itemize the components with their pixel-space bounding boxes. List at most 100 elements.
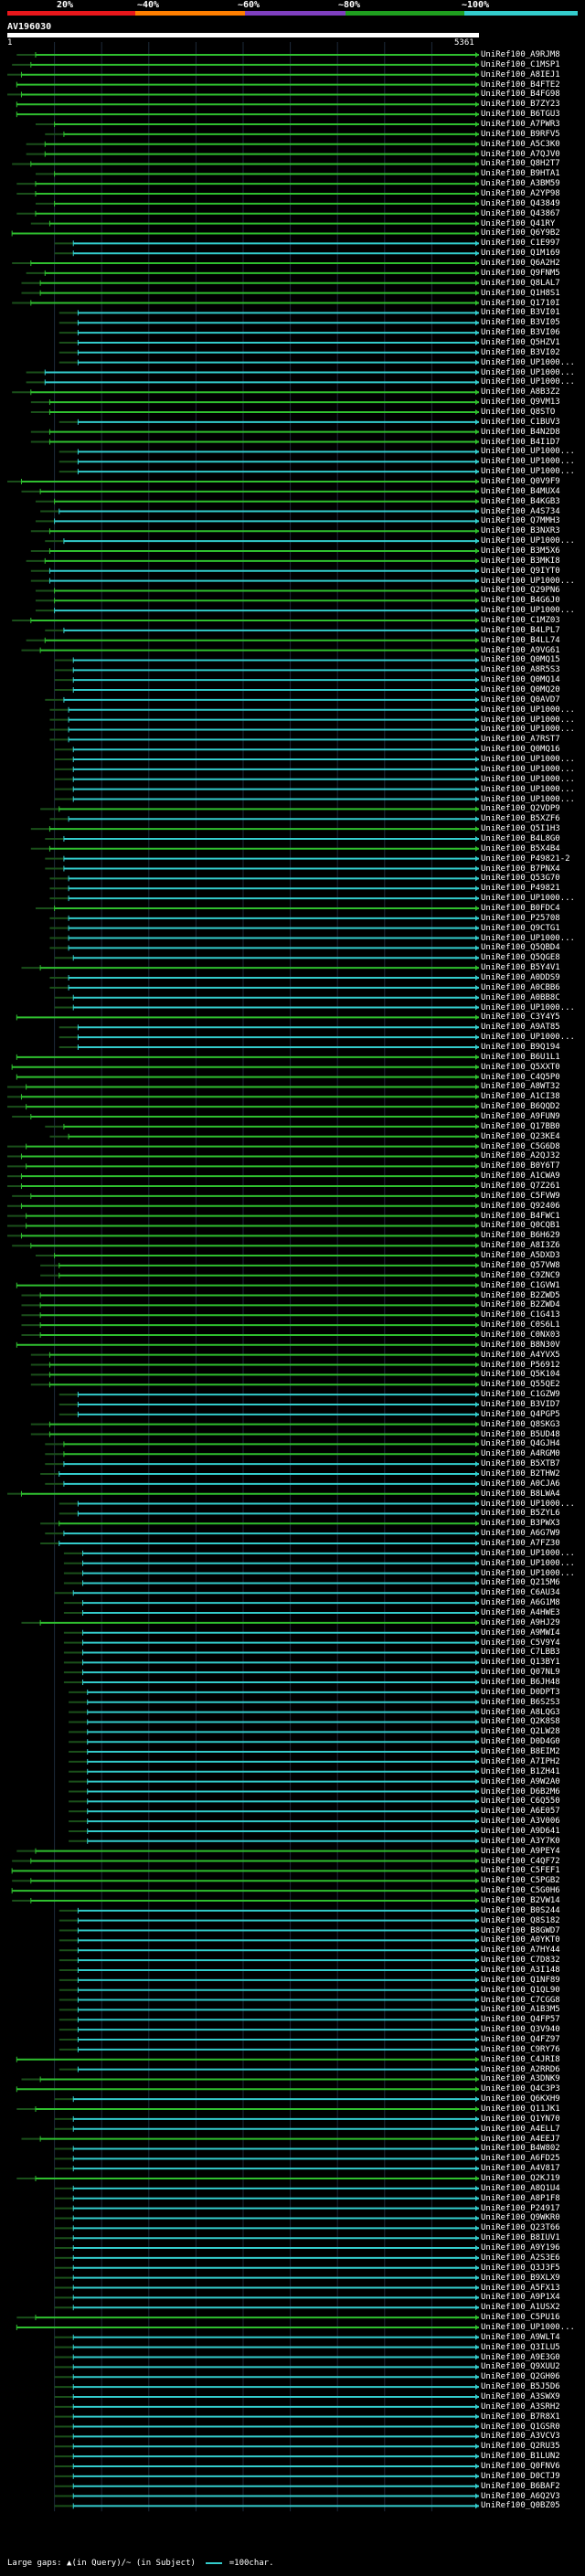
hit-label-link[interactable]: UniRef100_UP1000...: [481, 705, 575, 715]
hit-label-link[interactable]: UniRef100_C0NX03: [481, 1330, 560, 1340]
hit-label-link[interactable]: UniRef100_C5FEF1: [481, 1866, 560, 1876]
hit-label-link[interactable]: UniRef100_A8Q1U4: [481, 2183, 560, 2193]
hit-label-link[interactable]: UniRef100_A3BM59: [481, 179, 560, 189]
hit-label-link[interactable]: UniRef100_B6JH48: [481, 1678, 560, 1688]
hit-label-link[interactable]: UniRef100_Q57VW8: [481, 1260, 560, 1270]
hit-label-link[interactable]: UniRef100_Q0MQ20: [481, 685, 560, 695]
hit-label-link[interactable]: UniRef100_C5V9Y4: [481, 1638, 560, 1648]
hit-label-link[interactable]: UniRef100_UP1000...: [481, 1033, 575, 1043]
hit-label-link[interactable]: UniRef100_UP1000...: [481, 447, 575, 457]
hit-label-link[interactable]: UniRef100_A4HWE3: [481, 1608, 560, 1618]
hit-label-link[interactable]: UniRef100_B7R8X1: [481, 2412, 560, 2422]
hit-label-link[interactable]: UniRef100_A4V817: [481, 2164, 560, 2174]
hit-label-link[interactable]: UniRef100_Q92406: [481, 1201, 560, 1211]
hit-label-link[interactable]: UniRef100_Q13BY1: [481, 1658, 560, 1668]
hit-label-link[interactable]: UniRef100_A2S3E6: [481, 2253, 560, 2263]
hit-label-link[interactable]: UniRef100_A4S734: [481, 506, 560, 516]
hit-label-link[interactable]: UniRef100_D0DPT3: [481, 1687, 560, 1697]
hit-label-link[interactable]: UniRef100_A1B3M5: [481, 2005, 560, 2015]
hit-label-link[interactable]: UniRef100_A7RST7: [481, 735, 560, 745]
hit-label-link[interactable]: UniRef100_Q6KXH9: [481, 2094, 560, 2104]
hit-label-link[interactable]: UniRef100_B0FDC4: [481, 903, 560, 913]
hit-label-link[interactable]: UniRef100_Q3ILU5: [481, 2342, 560, 2352]
hit-label-link[interactable]: UniRef100_UP1000...: [481, 606, 575, 616]
hit-label-link[interactable]: UniRef100_A5C3K0: [481, 139, 560, 149]
hit-label-link[interactable]: UniRef100_A7IPH2: [481, 1756, 560, 1766]
hit-label-link[interactable]: UniRef100_A9E3G0: [481, 2352, 560, 2362]
hit-label-link[interactable]: UniRef100_P49821: [481, 884, 560, 894]
hit-label-link[interactable]: UniRef100_A7HY44: [481, 1945, 560, 1956]
hit-label-link[interactable]: UniRef100_C1MZ03: [481, 616, 560, 626]
hit-label-link[interactable]: UniRef100_B9XLX9: [481, 2273, 560, 2283]
hit-label-link[interactable]: UniRef100_B4W802: [481, 2144, 560, 2154]
hit-label-link[interactable]: UniRef100_B6BAF2: [481, 2481, 560, 2491]
hit-label-link[interactable]: UniRef100_Q5K104: [481, 1370, 560, 1380]
hit-label-link[interactable]: UniRef100_P56912: [481, 1360, 560, 1370]
hit-label-link[interactable]: UniRef100_B4FG98: [481, 90, 560, 100]
hit-label-link[interactable]: UniRef100_Q1QL90: [481, 1985, 560, 1995]
hit-label-link[interactable]: UniRef100_A3DNK9: [481, 2074, 560, 2084]
hit-label-link[interactable]: UniRef100_Q9FNM5: [481, 268, 560, 278]
hit-label-link[interactable]: UniRef100_A6E057: [481, 1807, 560, 1817]
hit-label-link[interactable]: UniRef100_Q7Z261: [481, 1182, 560, 1192]
hit-label-link[interactable]: UniRef100_B8LWA4: [481, 1489, 560, 1499]
hit-label-link[interactable]: UniRef100_Q1M169: [481, 249, 560, 259]
hit-label-link[interactable]: UniRef100_A0CBB6: [481, 982, 560, 992]
hit-label-link[interactable]: UniRef100_A9W2A0: [481, 1776, 560, 1786]
hit-label-link[interactable]: UniRef100_B2THW2: [481, 1468, 560, 1479]
hit-label-link[interactable]: UniRef100_UP1000...: [481, 1568, 575, 1578]
hit-label-link[interactable]: UniRef100_Q5QBD4: [481, 943, 560, 953]
hit-label-link[interactable]: UniRef100_B3NXR3: [481, 526, 560, 536]
hit-label-link[interactable]: UniRef100_B6U1L1: [481, 1052, 560, 1062]
hit-label-link[interactable]: UniRef100_Q55QE2: [481, 1380, 560, 1390]
hit-label-link[interactable]: UniRef100_Q0MQ16: [481, 745, 560, 755]
hit-label-link[interactable]: UniRef100_Q3J3F5: [481, 2263, 560, 2273]
hit-label-link[interactable]: UniRef100_A9D641: [481, 1826, 560, 1836]
hit-label-link[interactable]: UniRef100_P49821-2: [481, 853, 570, 864]
hit-label-link[interactable]: UniRef100_Q9CTG1: [481, 923, 560, 933]
hit-label-link[interactable]: UniRef100_B9HTA1: [481, 169, 560, 179]
hit-label-link[interactable]: UniRef100_A7QJV0: [481, 149, 560, 159]
hit-label-link[interactable]: UniRef100_B6QQD2: [481, 1102, 560, 1112]
hit-label-link[interactable]: UniRef100_B8EIM2: [481, 1747, 560, 1757]
hit-label-link[interactable]: UniRef100_C4JRI8: [481, 2054, 560, 2064]
hit-label-link[interactable]: UniRef100_P24917: [481, 2203, 560, 2213]
hit-label-link[interactable]: UniRef100_A0BB8C: [481, 992, 560, 1002]
hit-label-link[interactable]: UniRef100_UP1000...: [481, 725, 575, 735]
hit-label-link[interactable]: UniRef100_B9Q194: [481, 1043, 560, 1052]
hit-label-link[interactable]: UniRef100_C5G0H6: [481, 1886, 560, 1896]
hit-label-link[interactable]: UniRef100_A4EEJ7: [481, 2134, 560, 2144]
hit-label-link[interactable]: UniRef100_Q23T66: [481, 2223, 560, 2233]
hit-label-link[interactable]: UniRef100_UP1000...: [481, 1548, 575, 1558]
hit-label-link[interactable]: UniRef100_A4YVX5: [481, 1350, 560, 1360]
hit-label-link[interactable]: UniRef100_Q5QGE8: [481, 953, 560, 963]
hit-label-link[interactable]: UniRef100_C7D832: [481, 1956, 560, 1966]
hit-label-link[interactable]: UniRef100_B1LUN2: [481, 2452, 560, 2462]
hit-label-link[interactable]: UniRef100_Q23KE4: [481, 1131, 560, 1141]
hit-label-link[interactable]: UniRef100_A6FD25: [481, 2154, 560, 2164]
hit-label-link[interactable]: UniRef100_A9HJ29: [481, 1617, 560, 1627]
hit-label-link[interactable]: UniRef100_B0S244: [481, 1905, 560, 1915]
hit-label-link[interactable]: UniRef100_UP1000...: [481, 1558, 575, 1568]
hit-label-link[interactable]: UniRef100_B5XTB7: [481, 1459, 560, 1469]
hit-label-link[interactable]: UniRef100_B3PWX3: [481, 1519, 560, 1529]
hit-label-link[interactable]: UniRef100_Q43867: [481, 208, 560, 218]
hit-label-link[interactable]: UniRef100_Q1NF89: [481, 1975, 560, 1985]
hit-label-link[interactable]: UniRef100_C1E997: [481, 239, 560, 249]
hit-label-link[interactable]: UniRef100_UP1000...: [481, 764, 575, 774]
hit-label-link[interactable]: UniRef100_Q2VDP9: [481, 804, 560, 814]
hit-label-link[interactable]: UniRef100_A8I3Z6: [481, 1241, 560, 1251]
hit-label-link[interactable]: UniRef100_B3M5X6: [481, 546, 560, 556]
hit-label-link[interactable]: UniRef100_B3VI01: [481, 308, 560, 318]
hit-label-link[interactable]: UniRef100_A6G1M8: [481, 1598, 560, 1608]
hit-label-link[interactable]: UniRef100_B5Y4V1: [481, 963, 560, 973]
hit-label-link[interactable]: UniRef100_C4QF72: [481, 1856, 560, 1866]
hit-label-link[interactable]: UniRef100_A0CJA6: [481, 1479, 560, 1489]
hit-label-link[interactable]: UniRef100_C5G6D8: [481, 1141, 560, 1151]
hit-label-link[interactable]: UniRef100_Q5HZV1: [481, 337, 560, 347]
hit-label-link[interactable]: UniRef100_A0DDS9: [481, 972, 560, 982]
hit-label-link[interactable]: UniRef100_Q43849: [481, 198, 560, 208]
hit-label-link[interactable]: UniRef100_B5XZF6: [481, 814, 560, 824]
hit-label-link[interactable]: UniRef100_Q2LW28: [481, 1727, 560, 1737]
hit-label-link[interactable]: UniRef100_Q3V940: [481, 2025, 560, 2035]
